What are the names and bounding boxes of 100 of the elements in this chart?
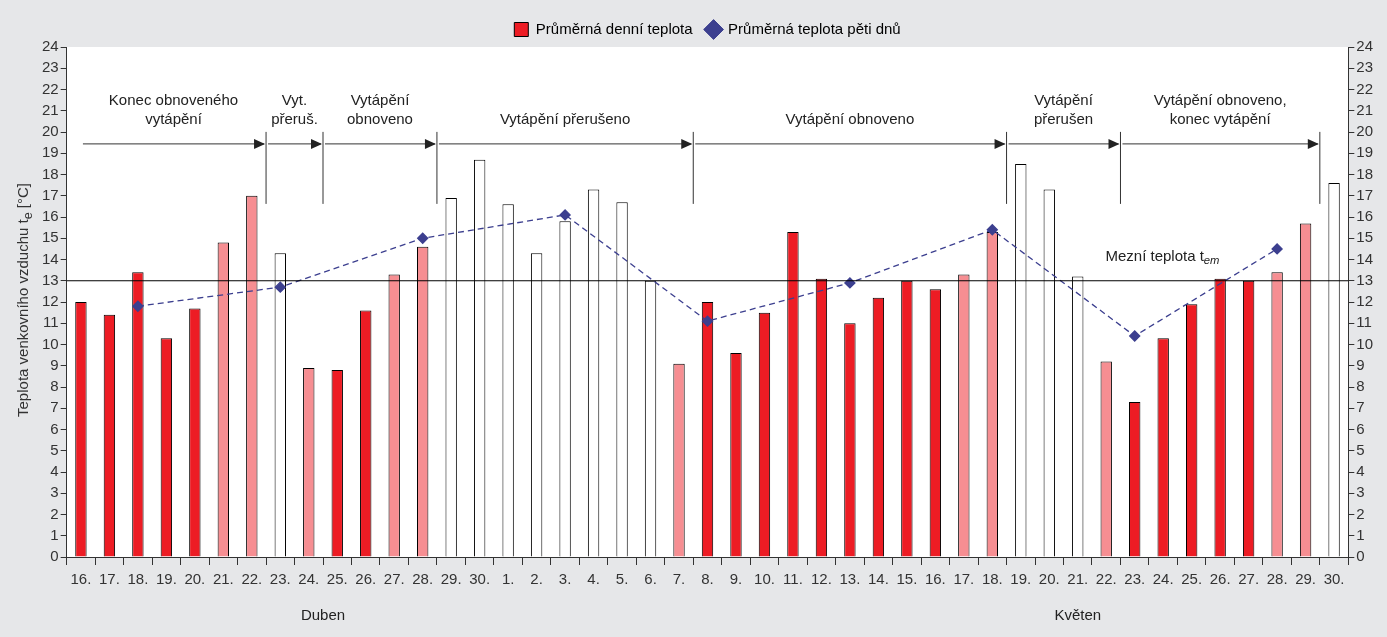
legend-label: Průměrná teplota pěti dnů — [728, 19, 901, 37]
annotation: Vytápění obnoveno, konec vytápění — [1153, 89, 1287, 128]
y-tick-label: 21 — [42, 100, 59, 118]
x-tick-label: 7. — [672, 570, 686, 588]
x-tick-label: 18. — [127, 570, 149, 588]
annotation: Vyt. přeruš. — [271, 89, 318, 128]
y2-tick-label: 10 — [1356, 334, 1373, 352]
point — [417, 232, 429, 244]
y2-tick-label: 11 — [1356, 313, 1372, 331]
x-tick-label: 12. — [810, 570, 832, 588]
y-tick-label: 15 — [42, 228, 59, 246]
annotation: Vytápění obnoveno — [347, 89, 413, 128]
y-tick-label: 4 — [50, 462, 59, 480]
y-tick-label: 8 — [50, 377, 59, 395]
text: Květen — [1054, 605, 1102, 624]
y2-tick-label: 5 — [1356, 440, 1365, 458]
x-tick-label: 5. — [615, 570, 629, 588]
y-tick-label: 16 — [42, 207, 59, 225]
x-tick-label: 27. — [383, 570, 405, 588]
y2-tick-label: 4 — [1356, 462, 1365, 480]
x-tick-label: 28. — [1266, 570, 1288, 588]
x-tick-label: 10. — [754, 570, 775, 588]
y2-tick-label: 7 — [1356, 398, 1365, 416]
x-tick-label: 8. — [701, 570, 714, 588]
x-tick-label: 30. — [469, 570, 491, 588]
y-tick-label: 18 — [42, 164, 59, 182]
x-tick-label: 16. — [924, 570, 946, 588]
y2-tick-label: 8 — [1356, 377, 1365, 395]
x-tick-label: 15. — [896, 570, 918, 588]
y-tick-label: 3 — [50, 483, 59, 501]
x-tick-label: 24. — [298, 570, 320, 588]
y-tick-label: 11 — [43, 313, 59, 331]
y-tick-label: 7 — [50, 398, 59, 416]
y-tick-label: 23 — [42, 58, 59, 76]
x-tick-label: 26. — [1209, 570, 1231, 588]
point — [559, 209, 571, 221]
y2-tick-label: 2 — [1356, 504, 1365, 522]
x-tick-label: 14. — [867, 570, 889, 588]
y2-tick-label: 3 — [1356, 483, 1365, 501]
x-tick-label: 20. — [1038, 570, 1060, 588]
x-tick-label: 26. — [355, 570, 377, 588]
annotation: Vytápění přerušen — [1033, 89, 1094, 128]
y-tick-label: 10 — [42, 334, 59, 352]
y-tick-label: 19 — [42, 143, 59, 161]
y2-tick-label: 0 — [1356, 547, 1365, 565]
x-tick-label: 25. — [326, 570, 348, 588]
y2-tick-label: 9 — [1356, 355, 1365, 373]
x-tick-label: 20. — [184, 570, 206, 588]
y2-tick-label: 24 — [1356, 37, 1373, 55]
y-tick-label: 6 — [50, 419, 59, 437]
y2-tick-label: 19 — [1356, 143, 1373, 161]
x-tick-label: 27. — [1238, 570, 1260, 588]
x-tick-label: 13. — [839, 570, 861, 588]
x-tick-label: 6. — [644, 570, 657, 588]
y2-tick-label: 1 — [1356, 525, 1365, 543]
y2-tick-label: 6 — [1356, 419, 1365, 437]
x-tick-label: 21. — [1067, 570, 1089, 588]
x-tick-label: 4. — [587, 570, 600, 588]
y2-tick-label: 20 — [1356, 122, 1373, 140]
y-tick-label: 14 — [42, 249, 59, 267]
y-tick-label: 24 — [42, 37, 59, 55]
annotation: Vytápění přerušeno — [499, 108, 631, 128]
y2-tick-label: 18 — [1356, 164, 1373, 182]
text: Duben — [300, 605, 346, 624]
x-tick-label: 1. — [501, 570, 515, 588]
y2-tick-label: 22 — [1356, 79, 1373, 97]
point — [1129, 330, 1141, 342]
y2-tick-label: 21 — [1356, 100, 1373, 118]
y2-tick-label: 16 — [1356, 207, 1373, 225]
point — [701, 315, 714, 327]
x-tick-label: 28. — [412, 570, 434, 588]
x-tick-label: 29. — [1295, 570, 1317, 588]
x-tick-label: 23. — [1124, 570, 1146, 588]
y-tick-label: 13 — [42, 270, 59, 288]
y-tick-label: 0 — [50, 547, 59, 565]
x-tick-label: 16. — [70, 570, 92, 588]
point — [986, 224, 998, 236]
x-tick-label: 23. — [269, 570, 291, 588]
x-tick-label: 18. — [981, 570, 1003, 588]
x-tick-label: 17. — [98, 570, 120, 588]
y2-tick-label: 15 — [1356, 228, 1373, 246]
x-tick-label: 2. — [530, 570, 543, 588]
x-tick-label: 25. — [1181, 570, 1203, 588]
legend-label: Průměrná denní teplota — [535, 19, 694, 37]
point — [274, 281, 286, 293]
x-tick-label: 19. — [155, 570, 177, 588]
x-tick-label: 21. — [212, 570, 234, 588]
y2-tick-label: 14 — [1356, 249, 1373, 267]
y-tick-label: 17 — [42, 185, 59, 203]
y2-tick-label: 12 — [1356, 292, 1373, 310]
y-tick-label: 22 — [42, 79, 59, 97]
y2-tick-label: 17 — [1356, 185, 1373, 203]
x-tick-label: 24. — [1152, 570, 1174, 588]
x-tick-label: 29. — [440, 570, 462, 588]
x-tick-label: 30. — [1323, 570, 1345, 588]
y2-tick-label: 13 — [1356, 270, 1373, 288]
x-tick-label: 22. — [241, 570, 263, 588]
x-tick-label: 3. — [558, 570, 572, 588]
y-tick-label: 1 — [50, 525, 59, 543]
x-tick-label: 19. — [1010, 570, 1032, 588]
